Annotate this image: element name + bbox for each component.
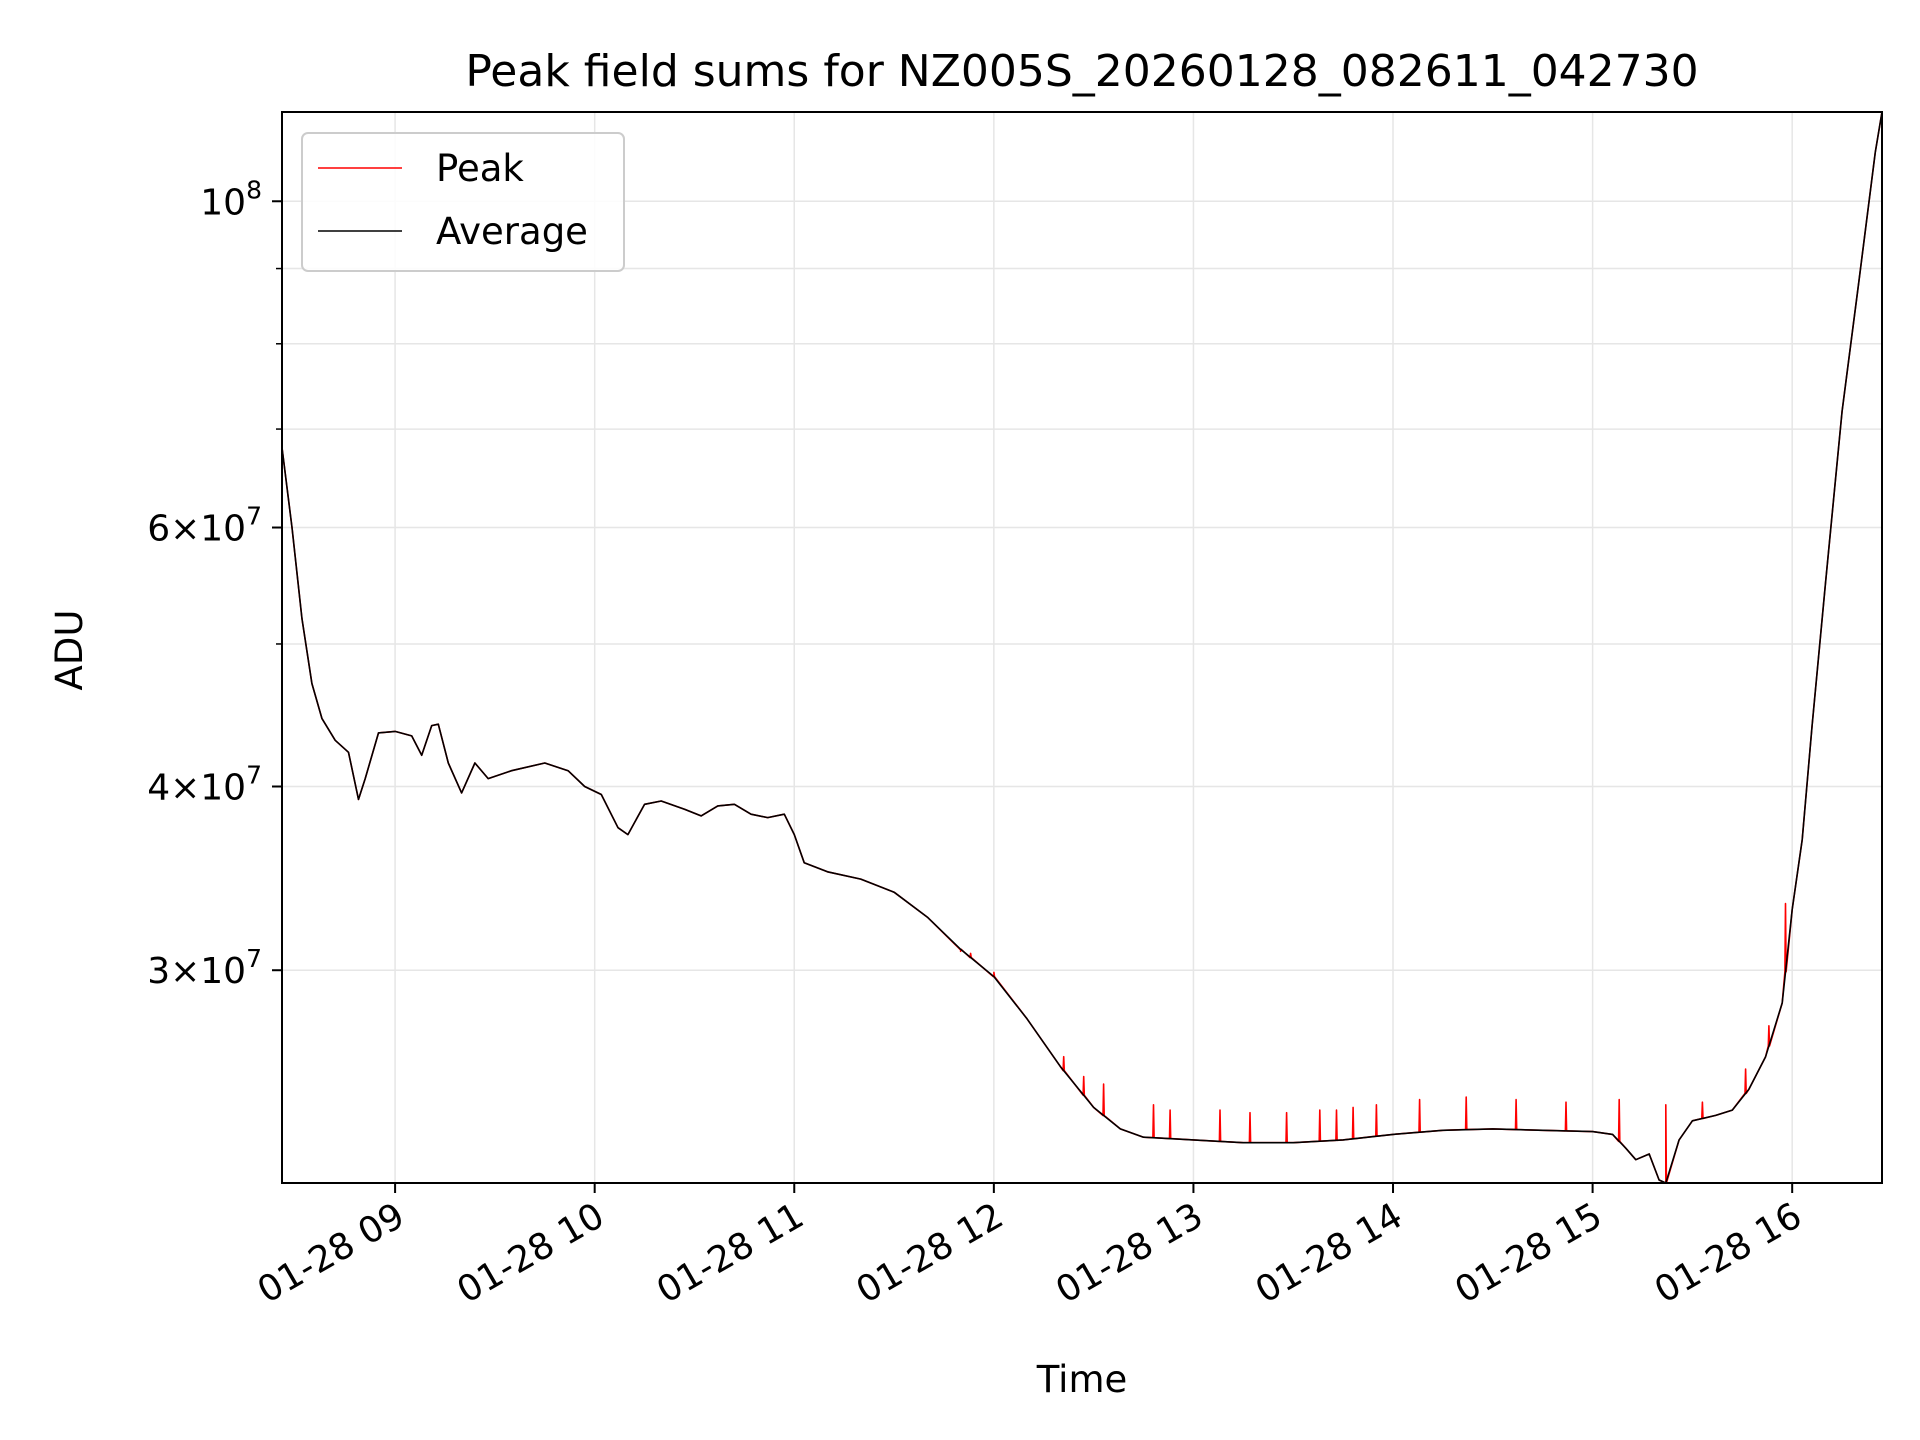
legend: Peak Average <box>301 132 625 272</box>
chart-title: Peak field sums for NZ005S_20260128_0826… <box>465 46 1698 97</box>
average-series-line <box>282 112 1882 1183</box>
y-tick-label: 108 <box>200 175 262 223</box>
y-axis-title: ADU <box>48 610 91 691</box>
legend-peak-label: Peak <box>436 147 524 190</box>
plot-series <box>282 112 1882 1183</box>
grid-lines <box>282 112 1882 1183</box>
y-tick-label: 6×107 <box>147 502 262 550</box>
legend-average-label: Average <box>436 210 588 253</box>
y-tick-label: 4×107 <box>147 760 262 808</box>
y-tick-label: 3×107 <box>147 944 262 992</box>
x-axis-title: Time <box>1036 1358 1128 1401</box>
plot-frame <box>281 111 1883 1184</box>
